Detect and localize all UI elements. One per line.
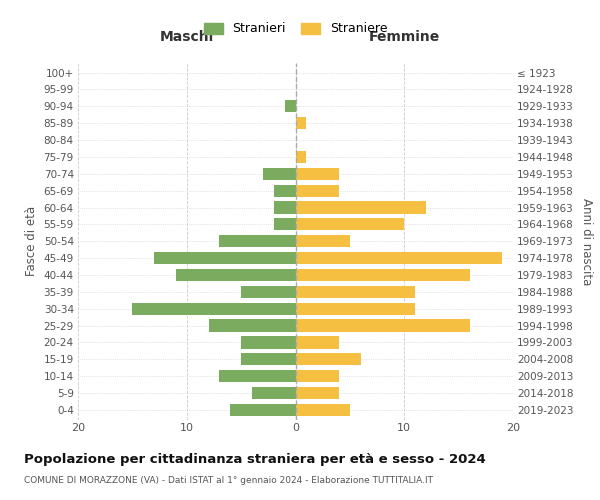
- Bar: [296, 353, 361, 366]
- Bar: [296, 269, 470, 281]
- Bar: [241, 336, 296, 348]
- Bar: [296, 184, 339, 196]
- Bar: [274, 218, 296, 230]
- Bar: [176, 269, 296, 281]
- Bar: [220, 370, 296, 382]
- Text: Maschi: Maschi: [160, 30, 214, 44]
- Bar: [274, 184, 296, 196]
- Bar: [296, 202, 426, 213]
- Bar: [230, 404, 296, 416]
- Legend: Stranieri, Straniere: Stranieri, Straniere: [200, 18, 391, 39]
- Bar: [296, 286, 415, 298]
- Bar: [296, 320, 470, 332]
- Text: Femmine: Femmine: [368, 30, 440, 44]
- Bar: [133, 302, 296, 315]
- Bar: [296, 336, 339, 348]
- Bar: [252, 387, 296, 399]
- Bar: [154, 252, 296, 264]
- Text: Popolazione per cittadinanza straniera per età e sesso - 2024: Popolazione per cittadinanza straniera p…: [24, 452, 486, 466]
- Bar: [241, 286, 296, 298]
- Bar: [296, 302, 415, 315]
- Bar: [296, 168, 339, 180]
- Bar: [263, 168, 296, 180]
- Bar: [284, 100, 296, 112]
- Bar: [220, 235, 296, 248]
- Y-axis label: Fasce di età: Fasce di età: [25, 206, 38, 276]
- Bar: [296, 151, 307, 163]
- Bar: [296, 404, 350, 416]
- Bar: [296, 218, 404, 230]
- Text: COMUNE DI MORAZZONE (VA) - Dati ISTAT al 1° gennaio 2024 - Elaborazione TUTTITAL: COMUNE DI MORAZZONE (VA) - Dati ISTAT al…: [24, 476, 433, 485]
- Bar: [209, 320, 296, 332]
- Bar: [296, 387, 339, 399]
- Bar: [274, 202, 296, 213]
- Bar: [296, 252, 502, 264]
- Bar: [296, 370, 339, 382]
- Bar: [296, 235, 350, 248]
- Bar: [241, 353, 296, 366]
- Y-axis label: Anni di nascita: Anni di nascita: [580, 198, 593, 285]
- Bar: [296, 117, 307, 130]
